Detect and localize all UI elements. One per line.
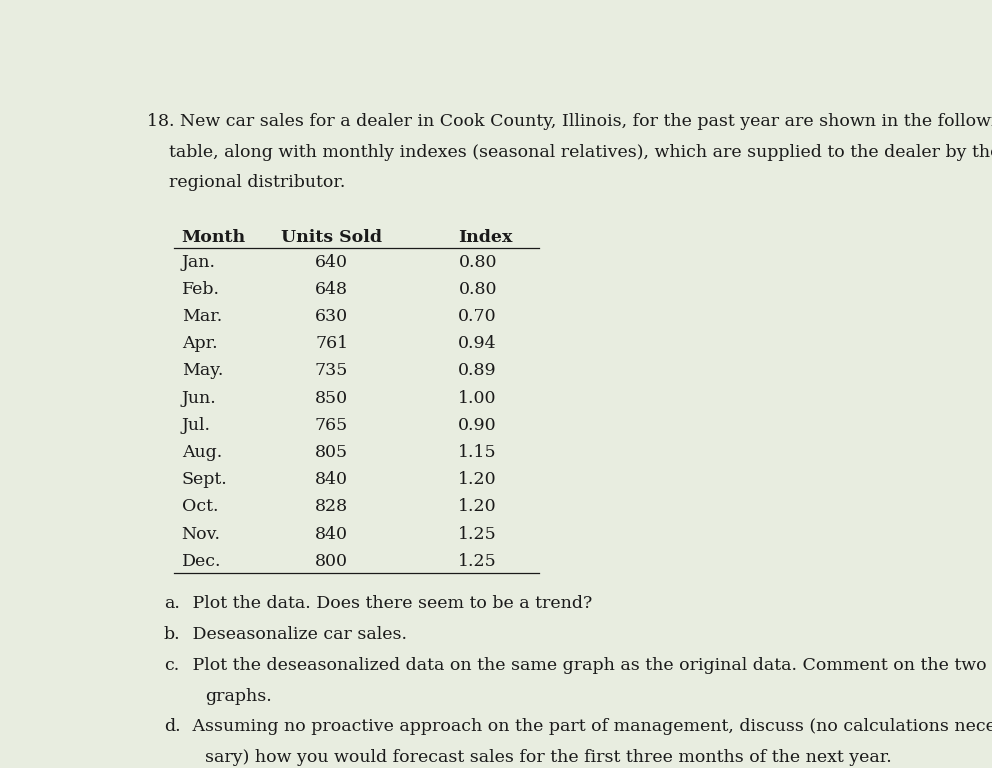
Text: a.: a. (164, 595, 180, 612)
Text: 18. New car sales for a dealer in Cook County, Illinois, for the past year are s: 18. New car sales for a dealer in Cook C… (147, 113, 992, 130)
Text: 0.80: 0.80 (458, 281, 497, 298)
Text: 761: 761 (315, 335, 348, 353)
Text: Plot the deseasonalized data on the same graph as the original data. Comment on : Plot the deseasonalized data on the same… (187, 657, 987, 674)
Text: 0.94: 0.94 (458, 335, 497, 353)
Text: Nov.: Nov. (182, 525, 220, 543)
Text: Jul.: Jul. (182, 417, 210, 434)
Text: d.: d. (164, 718, 181, 736)
Text: Sept.: Sept. (182, 472, 227, 488)
Text: Deseasonalize car sales.: Deseasonalize car sales. (187, 626, 407, 643)
Text: 1.20: 1.20 (458, 472, 497, 488)
Text: 648: 648 (315, 281, 348, 298)
Text: b.: b. (164, 626, 181, 643)
Text: 765: 765 (314, 417, 348, 434)
Text: sary) how you would forecast sales for the first three months of the next year.: sary) how you would forecast sales for t… (204, 749, 892, 766)
Text: Assuming no proactive approach on the part of management, discuss (no calculatio: Assuming no proactive approach on the pa… (187, 718, 992, 736)
Text: 850: 850 (315, 389, 348, 406)
Text: Month: Month (182, 229, 246, 246)
Text: 805: 805 (315, 444, 348, 461)
Text: 1.25: 1.25 (458, 525, 497, 543)
Text: 630: 630 (315, 308, 348, 325)
Text: 800: 800 (315, 553, 348, 570)
Text: Feb.: Feb. (182, 281, 219, 298)
Text: Plot the data. Does there seem to be a trend?: Plot the data. Does there seem to be a t… (187, 595, 592, 612)
Text: 640: 640 (315, 253, 348, 270)
Text: 1.25: 1.25 (458, 553, 497, 570)
Text: regional distributor.: regional distributor. (147, 174, 345, 191)
Text: Index: Index (458, 229, 513, 246)
Text: 735: 735 (314, 362, 348, 379)
Text: 0.70: 0.70 (458, 308, 497, 325)
Text: Aug.: Aug. (182, 444, 222, 461)
Text: Oct.: Oct. (182, 498, 218, 515)
Text: 0.80: 0.80 (458, 253, 497, 270)
Text: 1.00: 1.00 (458, 389, 497, 406)
Text: May.: May. (182, 362, 223, 379)
Text: Units Sold: Units Sold (281, 229, 382, 246)
Text: c.: c. (164, 657, 180, 674)
Text: 828: 828 (315, 498, 348, 515)
Text: Jun.: Jun. (182, 389, 216, 406)
Text: 840: 840 (315, 472, 348, 488)
Text: 840: 840 (315, 525, 348, 543)
Text: Mar.: Mar. (182, 308, 222, 325)
Text: 0.89: 0.89 (458, 362, 497, 379)
Text: 0.90: 0.90 (458, 417, 497, 434)
Text: Apr.: Apr. (182, 335, 217, 353)
Text: Jan.: Jan. (182, 253, 215, 270)
Text: 1.20: 1.20 (458, 498, 497, 515)
Text: graphs.: graphs. (204, 687, 272, 705)
Text: 1.15: 1.15 (458, 444, 497, 461)
Text: Dec.: Dec. (182, 553, 221, 570)
Text: table, along with monthly indexes (seasonal relatives), which are supplied to th: table, along with monthly indexes (seaso… (147, 144, 992, 161)
